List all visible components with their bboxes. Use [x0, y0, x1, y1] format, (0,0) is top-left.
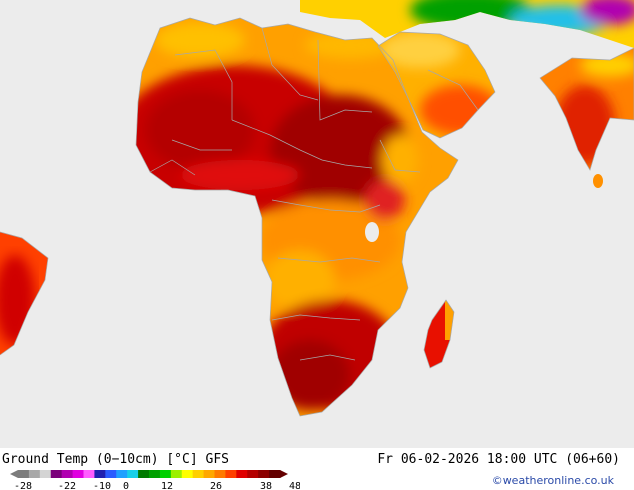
scale-tick-label: 48: [289, 481, 300, 490]
scale-color-bin: [39, 470, 52, 478]
map-title: Ground Temp (0−10cm) [°C] GFS: [2, 452, 229, 467]
scale-color-bin: [258, 470, 270, 478]
scale-tick-label: -28: [14, 481, 32, 490]
scale-color-bin: [116, 470, 128, 478]
scale-tick-label: -10: [93, 481, 111, 490]
temperature-map: [0, 0, 634, 448]
credit-link[interactable]: ©weatheronline.co.uk: [491, 474, 614, 487]
scale-color-bin: [247, 470, 259, 478]
scale-arrow-low: [10, 470, 18, 478]
scale-color-bin: [269, 470, 281, 478]
scale-color-bin: [94, 470, 106, 478]
scale-tick-label: 38: [260, 481, 272, 490]
scale-color-bin: [203, 470, 215, 478]
lake-victoria: [365, 222, 379, 242]
scale-color-bin: [50, 470, 63, 478]
scale-tick-label: 26: [210, 481, 222, 490]
scale-color-bin: [83, 470, 95, 478]
scale-color-bin: [170, 470, 183, 478]
scale-color-bin: [192, 470, 205, 478]
scale-color-bin: [105, 470, 117, 478]
sri-lanka: [593, 174, 603, 188]
scale-color-bin: [127, 470, 139, 478]
map-footer: Ground Temp (0−10cm) [°C] GFS Fr 06-02-2…: [0, 448, 634, 490]
scale-color-bin: [181, 470, 194, 478]
scale-color-bin: [28, 470, 41, 478]
map-canvas: [0, 0, 634, 448]
scale-color-bin: [72, 470, 84, 478]
scale-color-bin: [61, 470, 74, 478]
scale-tick-label: 0: [123, 481, 129, 490]
scale-arrow-high: [280, 470, 288, 478]
scale-tick-label: 12: [161, 481, 173, 490]
valid-time: Fr 06-02-2026 18:00 UTC (06+60): [377, 452, 620, 467]
scale-color-bin: [159, 470, 172, 478]
scale-tick-label: -22: [58, 481, 76, 490]
scale-color-bin: [18, 470, 30, 478]
scale-color-bin: [236, 470, 248, 478]
color-scale-legend: -28 -22 -10 0 12 26 38 48: [10, 470, 300, 490]
scale-color-bin: [149, 470, 161, 478]
country-borders: [0, 17, 634, 417]
scale-color-bin: [138, 470, 150, 478]
scale-color-bin: [214, 470, 226, 478]
scale-color-bin: [225, 470, 237, 478]
